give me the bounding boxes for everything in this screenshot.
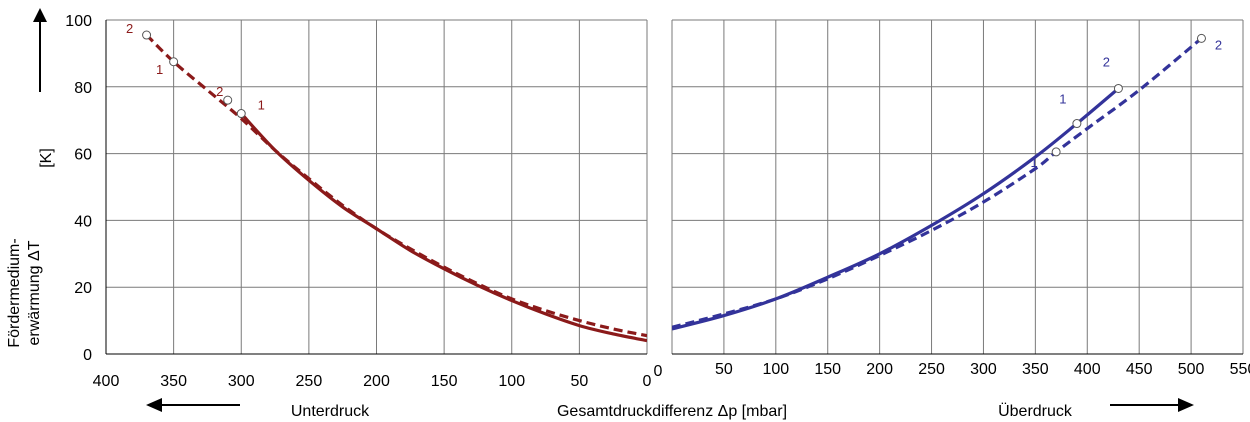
left-direction-arrow [146,398,240,412]
operating-point-label: 1 [1031,155,1038,170]
y-axis-unit: [K] [38,148,55,168]
operating-point-marker [236,109,246,119]
series-right [672,37,1203,331]
y-axis-title-line-2: erwärmung ΔT [26,240,43,345]
x-tick-label-left: 250 [296,373,323,390]
x-tick-label-left: 100 [498,373,525,390]
series-line-right-solid [672,87,1120,331]
x-tick-label-left: 50 [570,373,588,390]
y-axis-title-line-1: Fördermedium- [6,238,23,347]
y-axis-arrow [33,8,47,92]
x-tick-label-left: 300 [228,373,255,390]
x-tick-label-right: 100 [762,361,789,378]
x-tick-label-right: 400 [1074,361,1101,378]
x-axis-title: Gesamtdruckdifferenz Δp [mbar] [557,403,787,420]
x-tick-label-left: 350 [160,373,187,390]
x-tick-label-left: 0 [643,373,652,390]
x-tick-label-right: 200 [866,361,893,378]
operating-point-marker [142,30,152,40]
x-tick-label-right: 450 [1126,361,1153,378]
operating-point-marker [1196,33,1206,43]
series-left [145,33,647,343]
y-tick-label: 80 [74,80,92,97]
x-tick-label-right: 550 [1230,361,1250,378]
x-tick-label-right: 0 [654,363,663,380]
operating-point-label: 1 [156,62,163,77]
operating-point-marker [223,95,233,105]
y-tick-label: 60 [74,147,92,164]
operating-point-label: 1 [1059,92,1066,107]
operating-point-marker [169,57,179,67]
operating-point-label: 2 [126,21,133,36]
x-tick-label-left: 150 [431,373,458,390]
grid-right [671,19,1244,355]
region-label-ueberdruck: Überdruck [998,402,1073,420]
series-line-left-dashed [145,33,647,338]
series-line-right-dashed [672,37,1203,329]
operating-point-label: 1 [258,98,265,113]
markers: 1 2 1 2 1 2 1 2 [126,21,1222,170]
grid-left [105,19,648,355]
x-tick-label-right: 250 [918,361,945,378]
operating-point-label: 2 [1103,54,1110,69]
x-tick-label-right: 500 [1178,361,1205,378]
right-direction-arrow [1110,398,1194,412]
operating-point-marker [1072,119,1082,129]
x-tick-label-left: 400 [93,373,120,390]
operating-point-marker [1113,83,1123,93]
y-tick-label: 100 [65,13,92,30]
y-tick-label: 40 [74,213,92,230]
operating-point-marker [1051,147,1061,157]
x-tick-label-left: 200 [363,373,390,390]
y-tick-label: 0 [83,347,92,364]
x-tick-label-right: 300 [970,361,997,378]
operating-point-label: 2 [216,84,223,99]
x-tick-label-right: 150 [814,361,841,378]
x-tick-label-right: 50 [715,361,733,378]
region-label-unterdruck: Unterdruck [291,403,370,420]
x-tick-label-right: 350 [1022,361,1049,378]
operating-point-label: 2 [1215,37,1222,52]
y-tick-label: 20 [74,280,92,297]
